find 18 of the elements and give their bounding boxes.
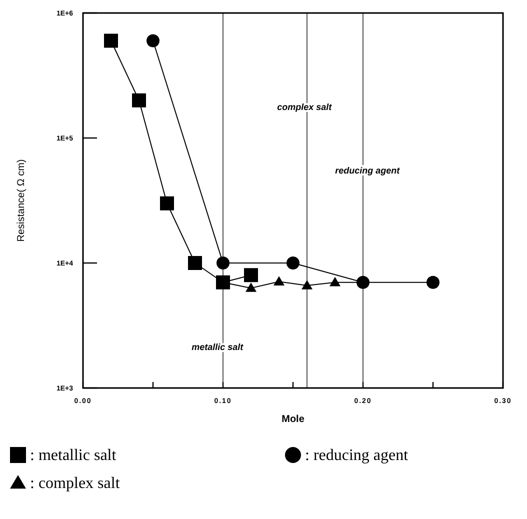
legend-label: : complex salt [30,475,120,492]
point [160,196,174,210]
point [188,256,202,270]
point [132,93,146,108]
point [330,276,340,286]
point [426,276,440,289]
point [274,276,284,286]
point [302,280,312,290]
point [104,34,118,48]
point [246,282,256,292]
legend-label: : reducing agent [305,447,409,464]
point [146,34,160,48]
x-axis-title: Mole [282,414,305,425]
legend-label: : metallic salt [30,447,117,464]
point [216,256,230,270]
point [244,268,258,282]
y-axis-title: Resistance( Ω cm) [16,159,27,242]
point [286,256,300,270]
